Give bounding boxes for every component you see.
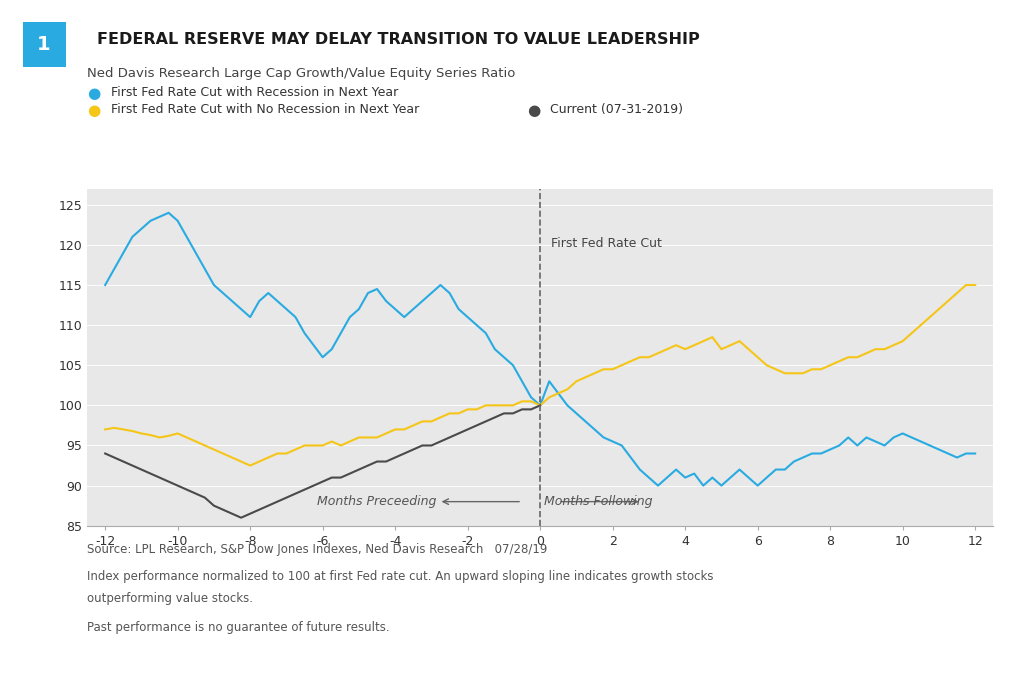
Text: ●: ● xyxy=(87,103,100,118)
Text: Past performance is no guarantee of future results.: Past performance is no guarantee of futu… xyxy=(87,621,390,634)
Text: Index performance normalized to 100 at first Fed rate cut. An upward sloping lin: Index performance normalized to 100 at f… xyxy=(87,570,714,582)
Text: FEDERAL RESERVE MAY DELAY TRANSITION TO VALUE LEADERSHIP: FEDERAL RESERVE MAY DELAY TRANSITION TO … xyxy=(97,32,700,47)
Text: Current (07-31-2019): Current (07-31-2019) xyxy=(550,103,683,116)
Text: Months Preceeding: Months Preceeding xyxy=(317,495,436,508)
Text: Ned Davis Research Large Cap Growth/Value Equity Series Ratio: Ned Davis Research Large Cap Growth/Valu… xyxy=(87,67,515,80)
Text: 1: 1 xyxy=(37,35,51,54)
Text: outperforming value stocks.: outperforming value stocks. xyxy=(87,592,253,605)
Text: ●: ● xyxy=(87,86,100,101)
Text: Months Following: Months Following xyxy=(544,495,652,508)
Text: ●: ● xyxy=(527,103,541,118)
Text: First Fed Rate Cut with No Recession in Next Year: First Fed Rate Cut with No Recession in … xyxy=(111,103,419,116)
Text: Source: LPL Research, S&P Dow Jones Indexes, Ned Davis Research   07/28/19: Source: LPL Research, S&P Dow Jones Inde… xyxy=(87,543,548,555)
Text: First Fed Rate Cut with Recession in Next Year: First Fed Rate Cut with Recession in Nex… xyxy=(111,86,398,99)
Text: First Fed Rate Cut: First Fed Rate Cut xyxy=(551,237,662,250)
